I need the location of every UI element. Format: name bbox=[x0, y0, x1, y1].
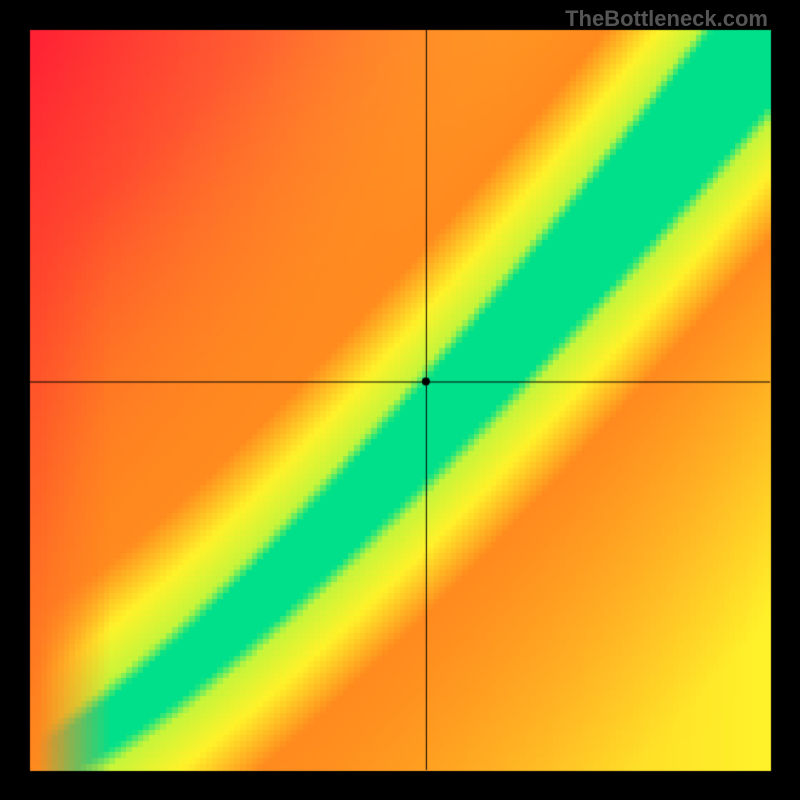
watermark-text: TheBottleneck.com bbox=[565, 6, 768, 32]
heatmap-canvas bbox=[0, 0, 800, 800]
chart-container: TheBottleneck.com bbox=[0, 0, 800, 800]
